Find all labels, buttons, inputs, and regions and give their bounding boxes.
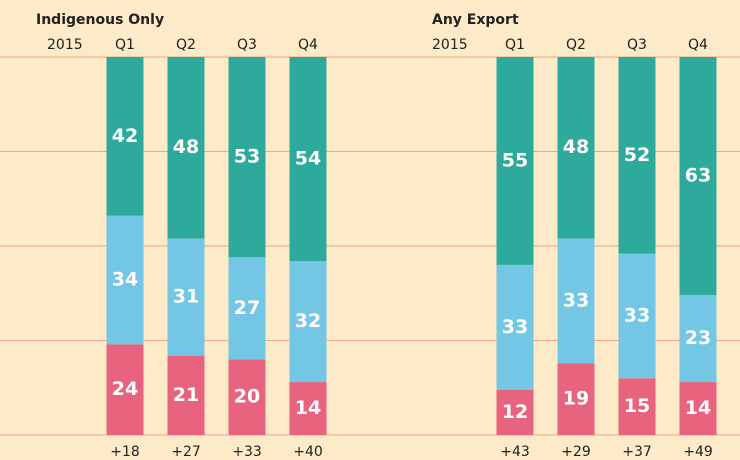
bar-segment: [557, 57, 595, 239]
bar-segment: [557, 238, 595, 364]
value-label: 14: [685, 397, 711, 419]
net-label: +37: [622, 444, 652, 460]
bar-segment: [496, 264, 534, 390]
value-label: 23: [685, 327, 711, 349]
bar-segment: [228, 257, 266, 360]
bar-segment: [496, 389, 534, 435]
panel-title: Indigenous Only: [36, 12, 164, 28]
value-label: 63: [685, 165, 711, 187]
net-label: +27: [171, 444, 201, 460]
value-label: 33: [563, 289, 589, 311]
value-label: 20: [234, 386, 260, 408]
bar-segment: [679, 57, 717, 296]
bar-segment: [618, 378, 656, 435]
bar-segment: [496, 57, 534, 265]
bar-segment: [289, 382, 327, 435]
bar-segment: [289, 57, 327, 262]
net-label: +18: [110, 444, 140, 460]
value-label: 34: [112, 269, 138, 291]
net-label: +29: [561, 444, 591, 460]
category-label: Q4: [688, 37, 708, 53]
bar-segment: [228, 57, 266, 258]
panel-title: Any Export: [432, 12, 519, 28]
value-label: 48: [563, 136, 589, 158]
value-label: 48: [173, 136, 199, 158]
bar-segment: [289, 261, 327, 383]
value-label: 27: [234, 297, 260, 319]
net-label: +43: [500, 444, 530, 460]
value-label: 53: [234, 146, 260, 168]
bar-segment: [106, 57, 144, 216]
category-label: Q2: [176, 37, 196, 53]
category-label: Q1: [115, 37, 135, 53]
bar-segment: [106, 344, 144, 435]
category-label: Q3: [237, 37, 257, 53]
net-label: +49: [683, 444, 713, 460]
bar-segment: [557, 363, 595, 435]
value-label: 24: [112, 378, 138, 400]
value-label: 19: [563, 388, 589, 410]
value-label: 33: [502, 316, 528, 338]
net-label: +33: [232, 444, 262, 460]
value-label: 54: [295, 148, 321, 170]
category-label: Q2: [566, 37, 586, 53]
value-label: 52: [624, 144, 650, 166]
category-label: Q1: [505, 37, 525, 53]
category-label: Q3: [627, 37, 647, 53]
value-label: 21: [173, 384, 199, 406]
net-label: +40: [293, 444, 323, 460]
bar-segment: [618, 57, 656, 254]
bar-segment: [106, 215, 144, 345]
bar-segment: [618, 253, 656, 379]
bar-segment: [679, 295, 717, 383]
value-label: 14: [295, 397, 321, 419]
bar-segment: [167, 238, 205, 356]
value-label: 12: [502, 401, 528, 423]
bar-segment: [679, 382, 717, 435]
value-label: 55: [502, 149, 528, 171]
value-label: 33: [624, 304, 650, 326]
value-label: 42: [112, 125, 138, 147]
bar-segment: [167, 57, 205, 239]
value-label: 31: [173, 286, 199, 308]
value-label: 32: [295, 310, 321, 332]
period-label: 2015: [47, 37, 83, 53]
period-label: 2015: [432, 37, 468, 53]
value-label: 15: [624, 395, 650, 417]
bar-segment: [228, 359, 266, 435]
bar-segment: [167, 355, 205, 435]
category-label: Q4: [298, 37, 318, 53]
